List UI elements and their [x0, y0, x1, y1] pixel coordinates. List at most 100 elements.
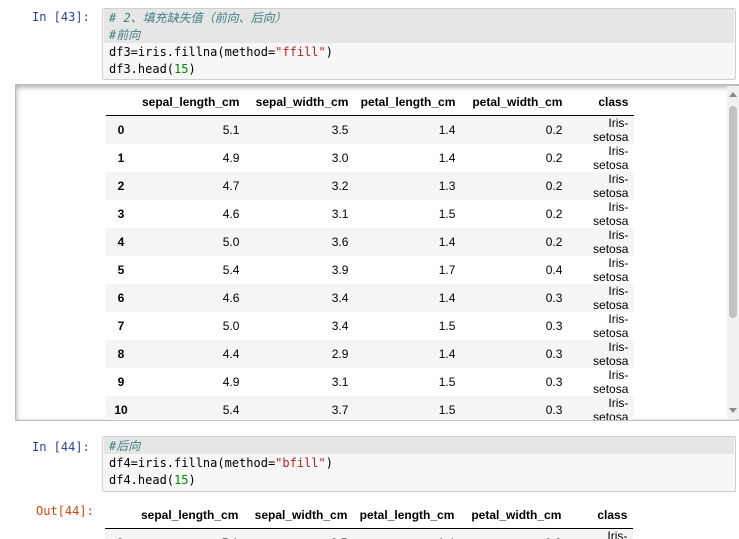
output-scrollbar[interactable] — [727, 86, 739, 419]
input-prompt-44: In [44]: — [32, 440, 90, 454]
cell-petal-width: 0.2 — [545, 234, 563, 249]
cell-petal-width: 0.3 — [545, 290, 563, 305]
cell-sepal-width: 3.5 — [244, 528, 353, 539]
cell-sepal-width: 2.9 — [331, 346, 349, 361]
column-header-class: class — [567, 502, 634, 529]
column-header-sepal-length: sepal_length_cm — [135, 502, 245, 529]
cell-sepal-length: 4.6 — [222, 206, 240, 221]
row-index: 0 — [117, 122, 125, 137]
cell-petal-length: 1.5 — [438, 206, 456, 221]
cell-class: Iris-setosa — [607, 528, 628, 539]
column-header-sepal-width: sepal_width_cm — [244, 502, 354, 529]
dataframe-table-df3: sepal_length_cm sepal_width_cm petal_len… — [106, 89, 635, 421]
table-header-row: sepal_length_cm sepal_width_cm petal_len… — [106, 89, 635, 116]
row-index: 1 — [117, 150, 125, 165]
cell-petal-length: 1.5 — [438, 318, 456, 333]
cell-sepal-length: 5.0 — [222, 318, 240, 333]
cell-petal-length: 1.5 — [438, 374, 456, 389]
table-row: 5 5.4 3.9 1.7 0.4 Iris-setosa — [106, 256, 634, 284]
cell-class: Iris-setosa — [593, 367, 629, 396]
cell-sepal-width: 3.6 — [331, 234, 349, 249]
table-row: 8 4.4 2.9 1.4 0.3 Iris-setosa — [106, 339, 635, 368]
cell-class: Iris-setosa — [593, 395, 629, 421]
table-row: 7 5.0 3.4 1.5 0.3 Iris-setosa — [106, 312, 634, 340]
cell-petal-length: 1.4 — [438, 346, 456, 361]
scroll-down-arrow-icon[interactable] — [729, 408, 737, 413]
cell-sepal-length: 4.9 — [222, 150, 240, 165]
cell-petal-length: 1.4 — [353, 528, 460, 539]
cell-class: Iris-setosa — [593, 227, 629, 256]
cell-petal-length: 1.7 — [438, 262, 456, 277]
cell-sepal-width: 3.7 — [331, 402, 349, 417]
row-index: 0 — [105, 528, 135, 539]
cell-sepal-width: 3.5 — [331, 122, 349, 137]
cell-sepal-width: 3.4 — [331, 318, 349, 333]
cell-class: Iris-setosa — [593, 339, 629, 368]
cell-sepal-width: 3.4 — [331, 290, 349, 305]
code-cell-43[interactable]: # 2、填充缺失值（前向、后向） #前向 df3=iris.fillna(met… — [102, 8, 736, 80]
cell-class: Iris-setosa — [593, 143, 629, 172]
cell-class: Iris-setosa — [593, 171, 629, 200]
row-index: 10 — [114, 402, 128, 417]
table-row: 1 4.9 3.0 1.4 0.2 Iris-setosa — [106, 144, 634, 172]
cell-sepal-width: 3.1 — [331, 374, 349, 389]
table-row: 3 4.6 3.1 1.5 0.2 Iris-setosa — [106, 200, 634, 228]
code-line-head-df3: df3.head(15) — [109, 62, 196, 76]
column-header-class: class — [568, 89, 635, 116]
code-comment-forward: #前向 — [109, 28, 141, 42]
cell-petal-width: 0.2 — [545, 122, 563, 137]
cell-petal-length: 1.4 — [438, 150, 456, 165]
cell-petal-length: 1.3 — [438, 178, 456, 193]
cell-class: Iris-setosa — [593, 255, 629, 284]
column-header-sepal-width: sepal_width_cm — [245, 89, 355, 116]
cell-sepal-length: 5.4 — [222, 262, 240, 277]
code-comment-backward: #后向 — [109, 439, 141, 453]
table-header-row: sepal_length_cm sepal_width_cm petal_len… — [105, 502, 634, 529]
cell-class: Iris-setosa — [593, 311, 629, 340]
row-index: 4 — [117, 234, 125, 249]
cell-sepal-length: 4.9 — [222, 374, 240, 389]
cell-petal-length: 1.4 — [438, 290, 456, 305]
cell-petal-width: 0.2 — [460, 528, 567, 539]
table-row: 0 5.1 3.5 1.4 0.2 Iris-setosa — [106, 115, 635, 144]
row-index: 7 — [117, 318, 125, 333]
cell-petal-length: 1.4 — [438, 234, 456, 249]
cell-petal-width: 0.2 — [545, 206, 563, 221]
cell-petal-length: 1.4 — [438, 122, 456, 137]
column-header-petal-length: petal_length_cm — [354, 89, 462, 116]
cell-petal-width: 0.3 — [545, 346, 563, 361]
row-index: 8 — [117, 346, 125, 361]
code-line-fillna-bfill: df4=iris.fillna(method="bfill") — [109, 456, 333, 470]
scroll-thumb[interactable] — [729, 106, 737, 318]
code-line-head-df4: df4.head(15) — [109, 473, 196, 487]
index-header — [105, 502, 135, 529]
row-index: 3 — [117, 206, 125, 221]
cell-petal-width: 0.3 — [545, 318, 563, 333]
row-index: 2 — [117, 178, 125, 193]
row-index: 9 — [117, 374, 125, 389]
code-comment-fill-missing: # 2、填充缺失值（前向、后向） — [109, 11, 287, 25]
cell-sepal-width: 3.2 — [331, 178, 349, 193]
cell-petal-width: 0.2 — [545, 178, 563, 193]
column-header-sepal-length: sepal_length_cm — [136, 89, 246, 116]
table-row: 10 5.4 3.7 1.5 0.3 Iris-setosa — [106, 395, 635, 421]
code-cell-44[interactable]: #后向 df4=iris.fillna(method="bfill") df4.… — [102, 436, 736, 492]
index-header — [106, 89, 136, 116]
cell-sepal-length: 4.4 — [222, 346, 240, 361]
output-prompt-44: Out[44]: — [36, 504, 94, 518]
input-prompt-43: In [43]: — [32, 10, 90, 24]
cell-sepal-length: 5.0 — [222, 234, 240, 249]
dataframe-table-df4: sepal_length_cm sepal_width_cm petal_len… — [105, 502, 634, 539]
table-row: 0 5.1 3.5 1.4 0.2 Iris-setosa — [105, 528, 634, 539]
cell-class: Iris-setosa — [593, 283, 629, 312]
cell-sepal-length: 5.1 — [222, 122, 240, 137]
cell-class: Iris-setosa — [593, 199, 629, 228]
column-header-petal-width: petal_width_cm — [461, 89, 569, 116]
cell-petal-width: 0.2 — [545, 150, 563, 165]
table-row: 2 4.7 3.2 1.3 0.2 Iris-setosa — [106, 171, 635, 200]
row-index: 5 — [117, 262, 125, 277]
column-header-petal-length: petal_length_cm — [353, 502, 461, 529]
table-row: 4 5.0 3.6 1.4 0.2 Iris-setosa — [106, 227, 635, 256]
scroll-up-arrow-icon[interactable] — [729, 92, 737, 97]
output-area-43[interactable]: sepal_length_cm sepal_width_cm petal_len… — [15, 84, 739, 421]
